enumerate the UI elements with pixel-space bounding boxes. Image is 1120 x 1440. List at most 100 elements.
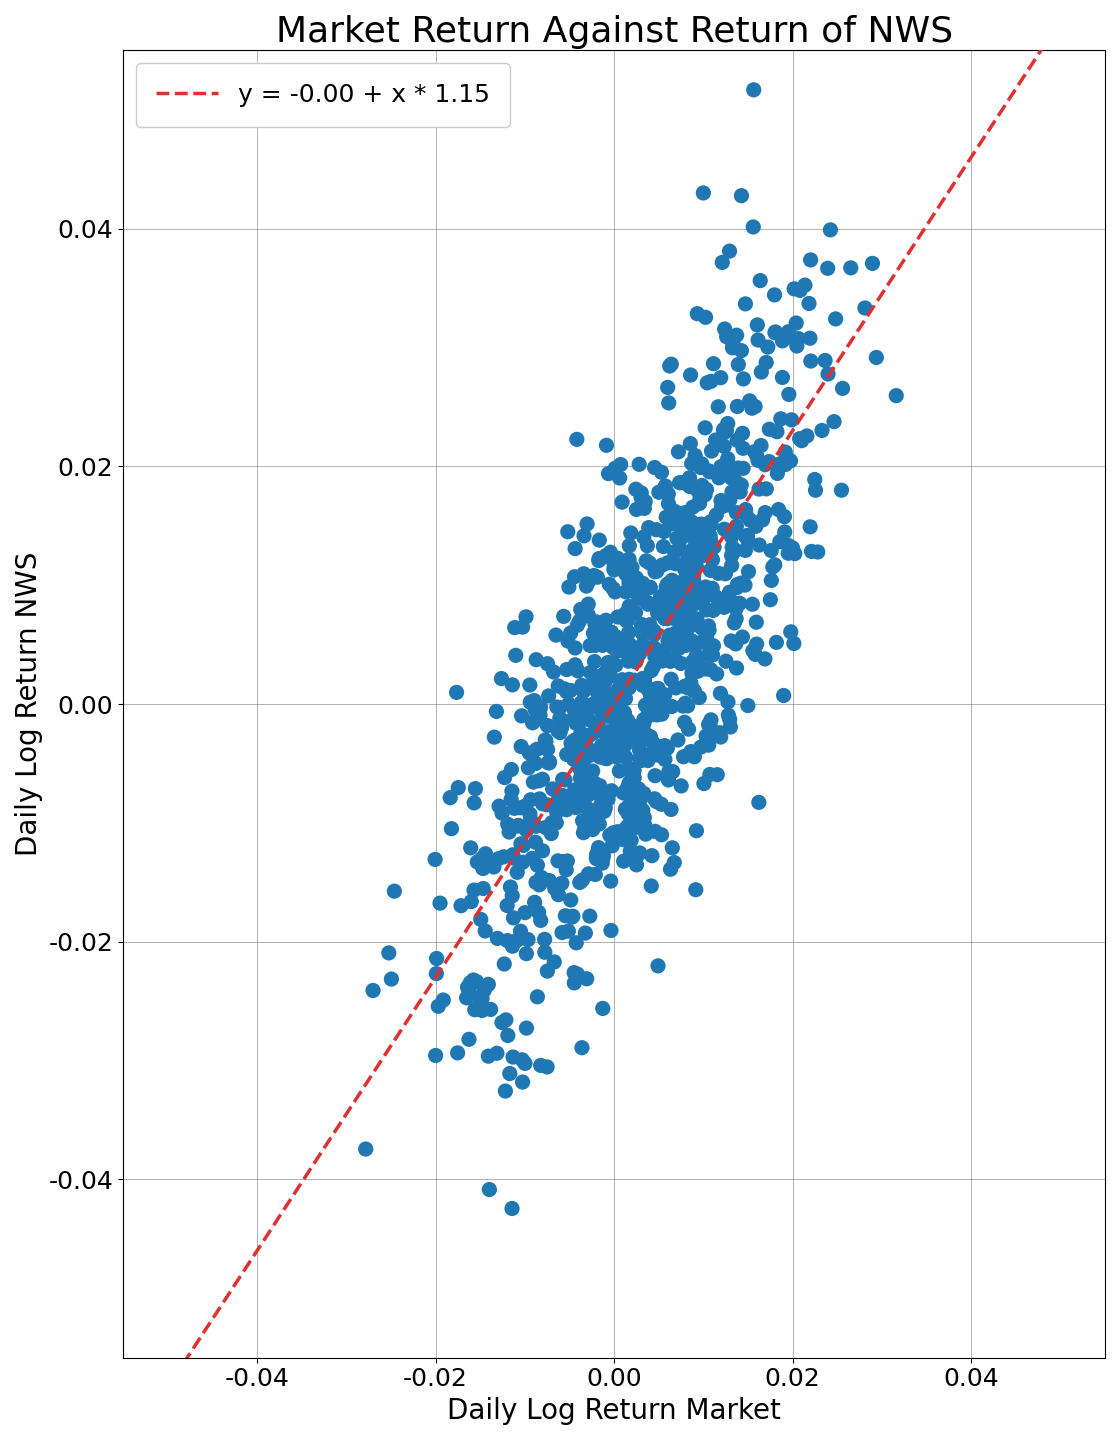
Point bbox=[747, 516, 765, 539]
Point bbox=[752, 269, 769, 292]
Point bbox=[581, 808, 599, 831]
Point bbox=[790, 327, 808, 350]
Point bbox=[653, 696, 671, 719]
Point bbox=[612, 828, 629, 851]
Point bbox=[603, 729, 620, 752]
Point bbox=[702, 439, 720, 462]
Point bbox=[553, 710, 571, 733]
Point bbox=[648, 743, 666, 766]
Point bbox=[597, 544, 615, 567]
Point bbox=[615, 743, 633, 766]
Point bbox=[666, 622, 684, 645]
Point bbox=[659, 599, 676, 622]
Point bbox=[813, 419, 831, 442]
Point bbox=[468, 851, 486, 874]
Point bbox=[684, 495, 702, 518]
Point bbox=[715, 418, 732, 441]
Point bbox=[821, 219, 839, 242]
Point bbox=[616, 554, 634, 577]
Point bbox=[608, 547, 626, 570]
Point bbox=[591, 746, 609, 769]
Point bbox=[572, 703, 590, 726]
Point bbox=[743, 396, 760, 419]
Point bbox=[699, 730, 717, 753]
Point bbox=[745, 216, 763, 239]
Point bbox=[655, 520, 673, 543]
Point bbox=[762, 588, 780, 611]
Point bbox=[569, 613, 587, 636]
Point bbox=[533, 768, 551, 791]
Point bbox=[493, 1011, 511, 1034]
Point bbox=[693, 513, 711, 536]
Point bbox=[569, 660, 587, 683]
Point bbox=[597, 723, 615, 746]
Point bbox=[625, 668, 643, 691]
Point bbox=[548, 793, 566, 816]
Point bbox=[681, 615, 699, 638]
Point bbox=[600, 573, 618, 596]
Point bbox=[531, 704, 549, 727]
Point bbox=[666, 577, 684, 600]
Point bbox=[728, 395, 746, 418]
Point bbox=[737, 292, 755, 315]
Point bbox=[632, 723, 650, 746]
Point bbox=[503, 930, 521, 953]
Point bbox=[703, 644, 721, 667]
Point bbox=[587, 775, 605, 798]
Point bbox=[585, 564, 603, 588]
Point bbox=[657, 576, 675, 599]
Point bbox=[700, 733, 718, 756]
Point bbox=[672, 527, 690, 550]
Point bbox=[727, 608, 745, 631]
Point bbox=[619, 802, 637, 825]
Point bbox=[588, 566, 606, 589]
Point bbox=[548, 811, 566, 834]
Point bbox=[551, 721, 569, 744]
Point bbox=[461, 982, 479, 1005]
Point bbox=[529, 985, 547, 1008]
Point bbox=[558, 858, 576, 881]
Point bbox=[577, 922, 595, 945]
Point bbox=[514, 851, 532, 874]
Point bbox=[679, 501, 697, 524]
Point bbox=[501, 821, 519, 844]
Point bbox=[641, 743, 659, 766]
Point bbox=[634, 667, 652, 690]
Point bbox=[553, 871, 571, 894]
Point bbox=[637, 723, 655, 746]
Point bbox=[521, 802, 539, 825]
Point bbox=[701, 763, 719, 786]
Point bbox=[622, 840, 640, 863]
Point bbox=[670, 510, 688, 533]
Point bbox=[577, 795, 595, 818]
Point bbox=[559, 520, 577, 543]
Point bbox=[506, 616, 524, 639]
Point bbox=[681, 432, 699, 455]
Point bbox=[692, 456, 710, 480]
Point bbox=[697, 576, 715, 599]
Point bbox=[573, 809, 591, 832]
Point bbox=[590, 528, 608, 552]
Point bbox=[641, 615, 659, 638]
Point bbox=[715, 422, 732, 445]
Point bbox=[701, 524, 719, 547]
Point bbox=[691, 527, 709, 550]
Point bbox=[759, 336, 777, 359]
Point bbox=[672, 503, 690, 526]
Point bbox=[514, 615, 532, 638]
Point bbox=[615, 701, 633, 724]
Point bbox=[796, 274, 814, 297]
Point bbox=[609, 605, 627, 628]
Point bbox=[653, 461, 671, 484]
Point bbox=[620, 634, 638, 657]
Point bbox=[575, 680, 592, 703]
Point bbox=[599, 727, 617, 750]
Point bbox=[734, 456, 752, 480]
Point bbox=[638, 678, 656, 701]
Point bbox=[635, 812, 653, 835]
Point bbox=[704, 634, 722, 657]
Point bbox=[586, 776, 604, 799]
Point bbox=[771, 530, 788, 553]
Point bbox=[665, 631, 683, 654]
Point bbox=[680, 598, 698, 621]
